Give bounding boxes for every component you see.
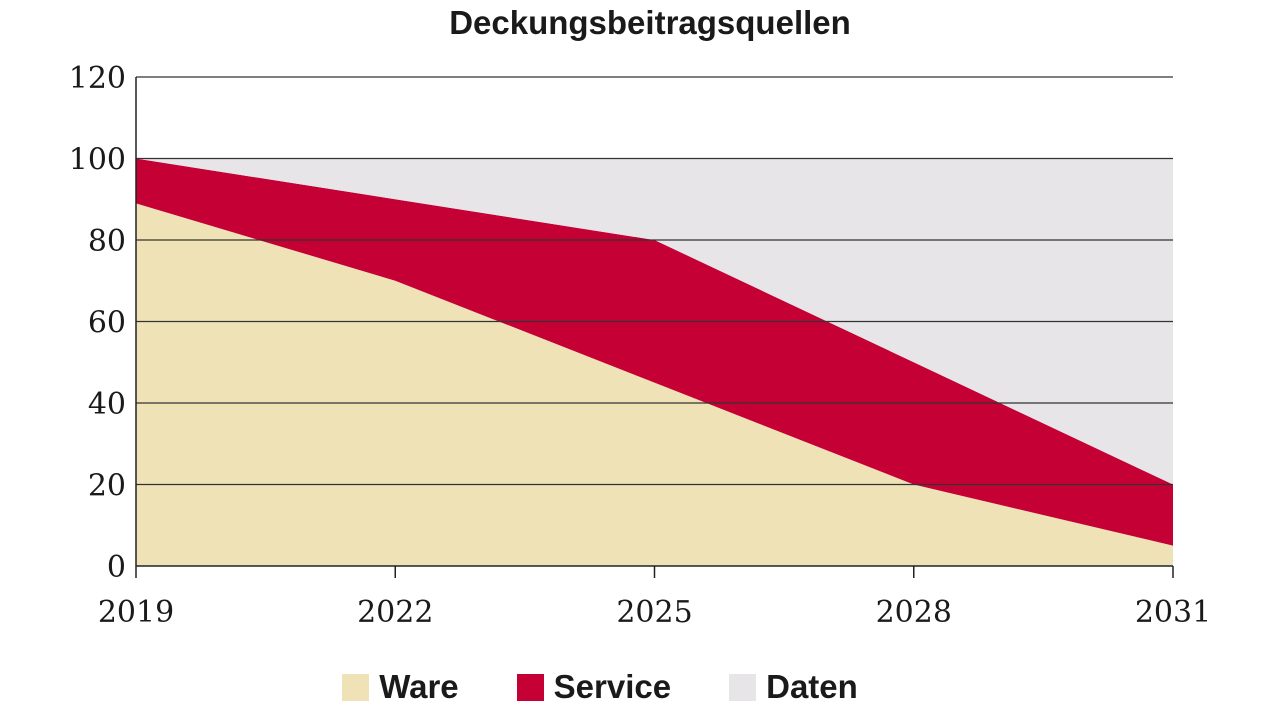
legend-label: Daten: [766, 668, 858, 705]
y-tick-label: 120: [69, 61, 126, 96]
legend: Ware Service Daten: [0, 668, 1200, 706]
gridlines: [136, 76, 1173, 486]
legend-label: Service: [553, 668, 672, 705]
legend-swatch: [729, 673, 757, 701]
y-tick-labels: 0 20 40 60 80 100 120: [69, 61, 126, 585]
area-series-ware: [136, 203, 1173, 566]
y-tick-label: 40: [88, 387, 126, 422]
x-tick-label: 2025: [616, 595, 692, 630]
x-tick-label: 2028: [876, 595, 952, 630]
y-tick-label: 0: [107, 550, 126, 585]
legend-item-daten: Daten: [729, 668, 858, 706]
x-tick-label: 2019: [98, 595, 174, 630]
y-tick-label: 20: [88, 469, 126, 504]
x-tick-label: 2022: [357, 595, 433, 630]
legend-item-service: Service: [516, 668, 672, 706]
y-tick-label: 80: [88, 224, 126, 259]
legend-item-ware: Ware: [342, 668, 459, 706]
legend-swatch: [342, 673, 370, 701]
chart-title: Deckungsbeitragsquellen: [449, 4, 851, 41]
area-series-service: [136, 158, 1173, 546]
x-tick-labels: 2019 2022 2025 2028 2031: [98, 595, 1211, 630]
y-tick-label: 100: [69, 143, 126, 178]
y-tick-label: 60: [88, 306, 126, 341]
legend-swatch: [516, 673, 544, 701]
x-tick-label: 2031: [1135, 595, 1211, 630]
axes: [135, 77, 1174, 578]
legend-label: Ware: [379, 668, 459, 705]
area-series-group: [136, 158, 1173, 566]
